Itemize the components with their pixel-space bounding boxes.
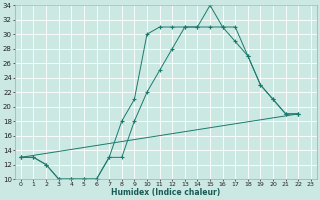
X-axis label: Humidex (Indice chaleur): Humidex (Indice chaleur) bbox=[111, 188, 220, 197]
